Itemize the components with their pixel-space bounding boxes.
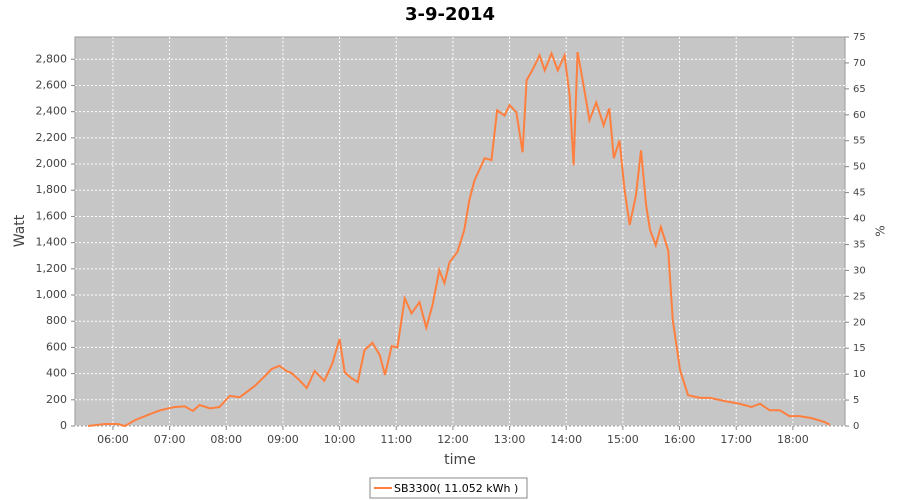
x-tick-label: 07:00: [154, 433, 186, 446]
plot-area: [74, 36, 846, 427]
y-tick-label: 0: [60, 419, 67, 432]
x-tick-label: 14:00: [550, 433, 582, 446]
chart-title: 3-9-2014: [405, 4, 495, 25]
y2-tick-label: 60: [853, 110, 866, 121]
y-tick-label: 2,800: [36, 52, 68, 65]
x-tick-label: 13:00: [494, 433, 526, 446]
y2-tick-label: 65: [853, 84, 866, 95]
y-tick-label: 2,200: [36, 131, 68, 144]
x-tick-label: 11:00: [380, 433, 412, 446]
legend-label: SB3300( 11.052 kWh ): [394, 482, 518, 495]
y2-tick-label: 35: [853, 239, 866, 250]
x-tick-label: 08:00: [210, 433, 242, 446]
x-tick-label: 18:00: [777, 433, 809, 446]
y-tick-label: 200: [46, 393, 67, 406]
y-tick-label: 1,400: [36, 236, 68, 249]
y-tick-label: 1,200: [36, 262, 68, 275]
x-tick-label: 09:00: [267, 433, 299, 446]
y2-tick-label: 75: [853, 32, 866, 43]
x-tick-label: 16:00: [664, 433, 696, 446]
y2-axis-label: %: [874, 225, 888, 236]
y2-tick-label: 15: [853, 343, 866, 354]
x-tick-label: 10:00: [324, 433, 356, 446]
x-tick-label: 17:00: [720, 433, 752, 446]
y2-tick-label: 30: [853, 265, 866, 276]
x-tick-label: 15:00: [607, 433, 639, 446]
y-axis-label: Watt: [12, 214, 28, 247]
y2-tick-label: 45: [853, 188, 866, 199]
x-axis-label: time: [444, 452, 476, 468]
y2-tick-label: 50: [853, 162, 866, 173]
y-tick-label: 1,000: [36, 288, 68, 301]
y2-tick-label: 40: [853, 214, 866, 225]
y2-tick-label: 55: [853, 136, 866, 147]
y2-tick-label: 70: [853, 58, 866, 69]
series-line: [87, 50, 831, 428]
legend: [369, 477, 528, 499]
x-tick-label: 12:00: [437, 433, 469, 446]
y-tick-label: 1,800: [36, 183, 68, 196]
y-tick-label: 1,600: [36, 209, 68, 222]
y2-tick-label: 20: [853, 317, 866, 328]
y-tick-label: 2,600: [36, 78, 68, 91]
y-tick-label: 2,000: [36, 157, 68, 170]
y-tick-label: 400: [46, 367, 67, 380]
y2-tick-label: 0: [853, 421, 859, 432]
y2-tick-label: 25: [853, 291, 866, 302]
y-tick-label: 600: [46, 340, 67, 353]
y2-tick-label: 10: [853, 369, 866, 380]
x-tick-label: 06:00: [97, 433, 129, 446]
y-tick-label: 800: [46, 314, 67, 327]
y-tick-label: 2,400: [36, 105, 68, 118]
y2-tick-label: 5: [853, 395, 859, 406]
